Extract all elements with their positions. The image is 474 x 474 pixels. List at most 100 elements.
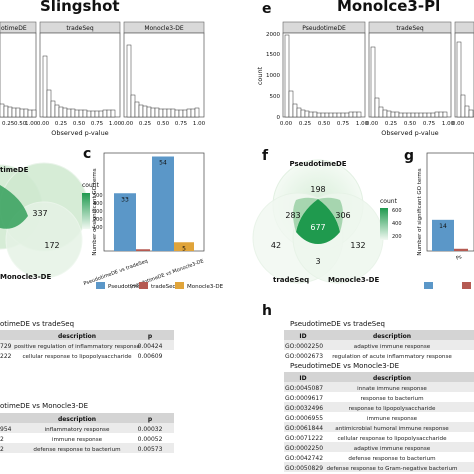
venn-left-legend-bar bbox=[82, 193, 90, 229]
svg-text:0.75: 0.75 bbox=[91, 121, 104, 127]
venn-left-label-a: timeDE bbox=[0, 166, 29, 174]
g-category-0: Ps bbox=[455, 254, 463, 262]
svg-text:0: 0 bbox=[277, 115, 281, 121]
legend-label-pseudotimede: PseudotimeDE bbox=[108, 284, 148, 290]
svg-text:0.00: 0.00 bbox=[37, 121, 50, 127]
legend-g-swatch-tradeseq bbox=[462, 282, 471, 289]
bars-right-2 bbox=[370, 46, 448, 118]
svg-text:1.00: 1.00 bbox=[442, 121, 455, 127]
table-left-1: otimeDE vs tradeSeq description p 729 po… bbox=[0, 320, 174, 360]
bars-left-2 bbox=[42, 55, 116, 118]
tick-left1-c: 1.00 bbox=[25, 121, 38, 127]
svg-text:0.50: 0.50 bbox=[318, 121, 331, 127]
strip-left-3-label: Monocle3-DE bbox=[144, 25, 184, 32]
svg-text:0.00: 0.00 bbox=[366, 121, 379, 127]
svg-text:1.00: 1.00 bbox=[109, 121, 122, 127]
legend-swatch-monocle3de bbox=[175, 282, 184, 289]
svg-text:0.00573: 0.00573 bbox=[138, 446, 163, 453]
table-cell-description: response to bacterium bbox=[360, 396, 423, 402]
svg-text:0.00052: 0.00052 bbox=[138, 436, 163, 443]
table-cell-description: adaptive immune response bbox=[354, 446, 431, 452]
table-row: GO:0002673 regulation of acute inflammat… bbox=[284, 350, 474, 360]
table-cell-id: GO:0006955 bbox=[285, 415, 323, 422]
legend-g-swatch-pseudotimede bbox=[424, 282, 433, 289]
svg-text:GO:0002250: GO:0002250 bbox=[285, 343, 323, 350]
bars-left-3 bbox=[126, 44, 200, 118]
svg-text:400: 400 bbox=[392, 221, 402, 227]
svg-text:adaptive immune response: adaptive immune response bbox=[354, 344, 431, 350]
xticks-left-3: 0.00 0.25 0.50 0.75 1.00 bbox=[121, 121, 206, 127]
table-right-1-col-description: description bbox=[373, 333, 411, 340]
table-cell-id: GO:0071222 bbox=[285, 435, 323, 442]
facet-right-1 bbox=[282, 32, 366, 118]
panel-letter-f: f bbox=[262, 148, 269, 164]
bar-legend: PseudotimeDE tradeSeq Monocle3-DE bbox=[96, 282, 224, 290]
table-left-2: otimeDE vs Monocle3-DE description p 954… bbox=[0, 402, 174, 453]
bar-c-pseudotimede-0 bbox=[114, 193, 136, 251]
table-right-2-col-id: ID bbox=[299, 375, 306, 382]
svg-text:0.50: 0.50 bbox=[404, 121, 417, 127]
svg-text:1000: 1000 bbox=[266, 73, 280, 79]
table-right: h PseudotimeDE vs tradeSeq ID descriptio… bbox=[262, 303, 474, 472]
strip-left-1-label: otimeDE bbox=[1, 25, 27, 32]
xlabel-left: Observed p-value bbox=[51, 129, 108, 137]
table-cell-description: defense response to bacterium bbox=[348, 456, 435, 462]
table-right-1-title: PseudotimeDE vs tradeSeq bbox=[290, 320, 385, 328]
legend-label-monocle3de: Monocle3-DE bbox=[187, 284, 224, 290]
svg-text:500: 500 bbox=[93, 193, 103, 199]
legend-label-tradeseq: tradeSeq bbox=[151, 284, 176, 290]
svg-text:inflammatory response: inflammatory response bbox=[45, 427, 110, 433]
bar-c-label-0: 33 bbox=[121, 196, 129, 203]
venn-right-label-a: PseudotimeDE bbox=[289, 160, 346, 168]
svg-text:400: 400 bbox=[93, 201, 103, 207]
table-row: GO:0061844 antimicrobial humoral immune r… bbox=[284, 422, 474, 432]
xticks-right-1: 0.00 0.25 0.50 0.75 1.00 bbox=[280, 121, 369, 127]
title-left: Slingshot bbox=[40, 0, 120, 15]
bar-c-label-3: 5 bbox=[182, 245, 186, 252]
table-cell-id: GO:0032496 bbox=[285, 405, 323, 412]
facet-right-2 bbox=[368, 32, 452, 118]
bar-c-pseudotimede-1 bbox=[152, 156, 174, 251]
tick-left1-a: 0.25 bbox=[2, 121, 15, 127]
svg-text:0.00: 0.00 bbox=[280, 121, 293, 127]
venn-right-ab: 283 bbox=[285, 211, 300, 220]
venn-right-legend-bar bbox=[380, 208, 388, 240]
table-left-2-col-p: p bbox=[148, 416, 153, 423]
svg-text:0.00424: 0.00424 bbox=[138, 343, 163, 350]
panel-letter-c: c bbox=[83, 146, 91, 162]
venn-right-legend-ticks: 600 400 200 bbox=[392, 208, 402, 240]
legend-swatch-pseudotimede bbox=[96, 282, 105, 289]
table-right-2-header bbox=[284, 372, 474, 382]
xtick-right-3: 0.00 bbox=[452, 121, 465, 127]
table-row: 2 defense response to bacterium 0.00573 bbox=[0, 443, 174, 453]
venn-left-legend-ticks: 500 400 300 200 100 bbox=[93, 193, 103, 231]
table-cell-description: cellular response to lipopolysaccharide bbox=[337, 436, 447, 442]
svg-text:0.00: 0.00 bbox=[121, 121, 134, 127]
svg-text:0.50: 0.50 bbox=[157, 121, 170, 127]
svg-text:100: 100 bbox=[93, 225, 103, 231]
venn-right-label-c: Monocle3-DE bbox=[328, 276, 379, 284]
table-cell-description: defense response to Gram-negative bacter… bbox=[327, 466, 458, 472]
svg-text:954: 954 bbox=[0, 426, 12, 433]
svg-text:regulation of acute inflammato: regulation of acute inflammatory respons… bbox=[332, 354, 452, 360]
svg-text:200: 200 bbox=[93, 217, 103, 223]
table-cell-description: response to lipopolysaccharide bbox=[349, 406, 436, 412]
table-cell-id: GO:0009617 bbox=[285, 395, 323, 402]
venn-right-legend-title: count bbox=[380, 198, 398, 205]
ylabel-g: Number of significant GO terms bbox=[417, 168, 423, 255]
hist-right: count 0 500 1000 1500 2000 PseudotimeDE bbox=[256, 21, 474, 137]
svg-text:cellular response to lipopolys: cellular response to lipopolysaccharide bbox=[22, 354, 132, 360]
strip-right-2-label: tradeSeq bbox=[396, 25, 423, 32]
barchart-g: g Number of significant GO terms 14 Ps bbox=[404, 148, 474, 289]
venn-left-label-c: Monocle3-DE bbox=[0, 273, 51, 281]
venn-right-abc: 677 bbox=[310, 223, 325, 232]
svg-text:defense response to bacterium: defense response to bacterium bbox=[33, 447, 120, 453]
svg-text:500: 500 bbox=[270, 94, 281, 100]
svg-text:1.00: 1.00 bbox=[356, 121, 369, 127]
svg-text:0.25: 0.25 bbox=[55, 121, 68, 127]
svg-text:0.75: 0.75 bbox=[423, 121, 436, 127]
svg-text:0.00032: 0.00032 bbox=[138, 426, 163, 433]
svg-text:729: 729 bbox=[0, 343, 12, 350]
ylabel-c: Number of significant GO terms bbox=[92, 168, 98, 255]
bar-c-monocle3de-1 bbox=[174, 242, 194, 251]
